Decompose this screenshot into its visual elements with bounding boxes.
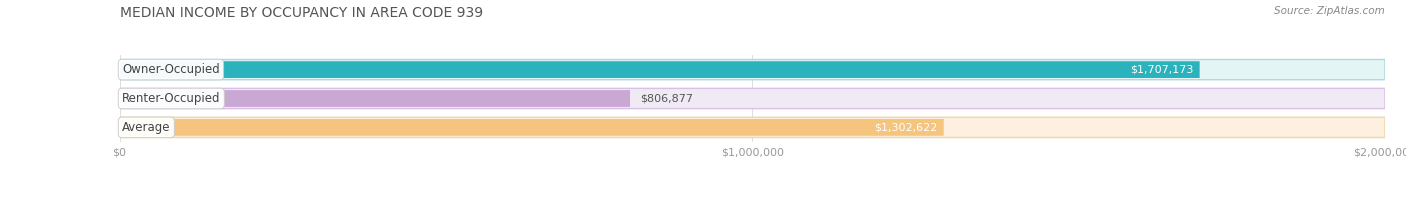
FancyBboxPatch shape bbox=[120, 59, 1385, 80]
FancyBboxPatch shape bbox=[120, 90, 630, 107]
FancyBboxPatch shape bbox=[120, 61, 1199, 78]
Text: $1,707,173: $1,707,173 bbox=[1130, 65, 1194, 75]
FancyBboxPatch shape bbox=[120, 119, 943, 136]
Text: $806,877: $806,877 bbox=[640, 94, 693, 103]
FancyBboxPatch shape bbox=[120, 88, 1385, 109]
Text: Average: Average bbox=[122, 121, 170, 134]
Text: Source: ZipAtlas.com: Source: ZipAtlas.com bbox=[1274, 6, 1385, 16]
Text: Owner-Occupied: Owner-Occupied bbox=[122, 63, 219, 76]
Text: Renter-Occupied: Renter-Occupied bbox=[122, 92, 221, 105]
Text: MEDIAN INCOME BY OCCUPANCY IN AREA CODE 939: MEDIAN INCOME BY OCCUPANCY IN AREA CODE … bbox=[120, 6, 482, 20]
Text: $1,302,622: $1,302,622 bbox=[875, 122, 938, 132]
FancyBboxPatch shape bbox=[120, 117, 1385, 138]
